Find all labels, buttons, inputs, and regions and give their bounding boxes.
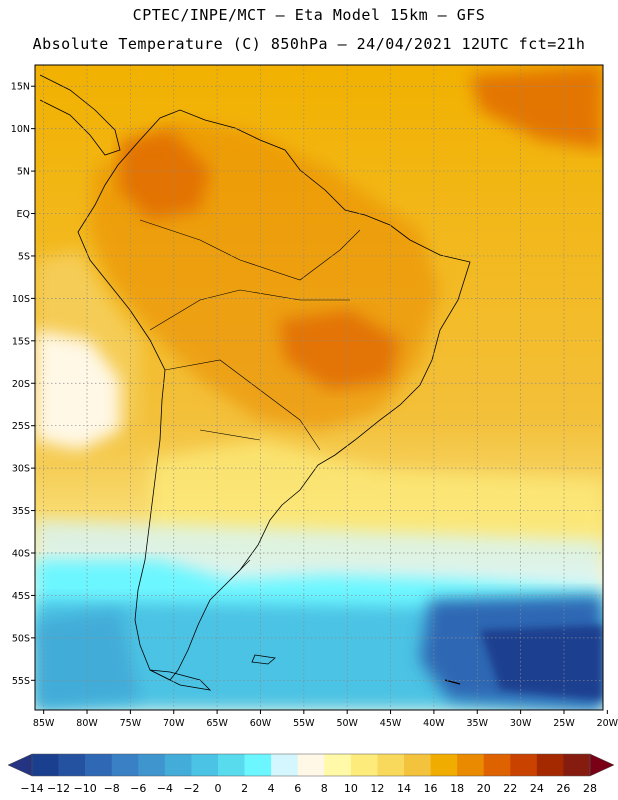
colorbar-label: −14 — [20, 782, 43, 795]
lat-tick-label: 50S — [12, 633, 30, 644]
lon-tick-label: 75W — [120, 718, 142, 729]
lon-tick-label: 25W — [553, 718, 575, 729]
falklands — [251, 654, 276, 665]
lat-tick-label: 15N — [11, 82, 30, 93]
lon-tick-label: 65W — [206, 718, 228, 729]
colorbar-label: 14 — [397, 782, 411, 795]
coastlines — [39, 74, 471, 691]
colorbar-label: 0 — [215, 782, 222, 795]
lat-tick-label: 25S — [12, 421, 30, 432]
field-cold-pacific-sw — [35, 610, 140, 710]
lat-tick-label: 5N — [17, 167, 30, 178]
lon-tick-label: 70W — [163, 718, 185, 729]
colorbar-swatch — [218, 754, 245, 776]
latitude-axis: 15N 10N 5N EQ 5S 10S 15S 20S 25S 30S 35S 40S 45S 50S 5… — [11, 82, 35, 687]
colorbar-swatch — [191, 754, 219, 776]
colorbar-swatch — [483, 754, 511, 776]
colorbar-swatch — [85, 754, 113, 776]
colorbar-label: 16 — [424, 782, 438, 795]
field-pacific-pale — [35, 330, 120, 450]
tierra-del-fuego — [149, 669, 212, 691]
colorbar-swatch — [563, 754, 591, 776]
colorbar-label: 2 — [241, 782, 248, 795]
colorbar-swatch — [58, 754, 86, 776]
lon-tick-label: 85W — [33, 718, 55, 729]
colorbar: −14 −12 −10 −8 −6 −4 −2 0 2 4 6 8 10 12 14 16 18 20 22 24 26… — [7, 753, 615, 795]
lat-tick-label: 40S — [12, 548, 30, 559]
lon-tick-label: 80W — [76, 718, 98, 729]
chart-subtitle: Absolute Temperature (C) 850hPa – 24/04/… — [32, 35, 586, 53]
colorbar-label: 8 — [321, 782, 328, 795]
lon-tick-label: 60W — [250, 718, 272, 729]
colorbar-swatch — [377, 754, 405, 776]
longitude-axis: 85W 80W 75W 70W 65W 60W 55W 50W 45W 40W 35W 30W 25W 2… — [33, 710, 618, 729]
colorbar-label: −10 — [74, 782, 97, 795]
colorbar-swatch — [32, 754, 59, 776]
lat-tick-label: 20S — [12, 379, 30, 390]
border-lines — [139, 219, 361, 581]
colorbar-label: −12 — [47, 782, 70, 795]
colorbar-label: 22 — [503, 782, 517, 795]
lon-tick-label: 45W — [380, 718, 402, 729]
field-hot-core-north — [120, 130, 210, 220]
colorbar-swatch — [457, 754, 485, 776]
lat-tick-label: 10N — [11, 124, 30, 135]
colorbar-swatch — [350, 754, 378, 776]
colorbar-label: −8 — [104, 782, 120, 795]
field-cold-core-se-inner — [480, 625, 603, 700]
lat-tick-label: 10S — [12, 294, 30, 305]
colorbar-label: 4 — [268, 782, 275, 795]
colorbar-label: 12 — [370, 782, 384, 795]
colorbar-label: 26 — [556, 782, 570, 795]
lon-tick-label: 55W — [293, 718, 315, 729]
colorbar-label: 6 — [294, 782, 301, 795]
chart-title: CPTEC/INPE/MCT – Eta Model 15km – GFS — [132, 6, 486, 24]
colorbar-swatch — [111, 754, 139, 776]
colorbar-label: 24 — [530, 782, 544, 795]
colorbar-swatch — [164, 754, 192, 776]
colorbar-label: −6 — [130, 782, 146, 795]
colorbar-label: 10 — [344, 782, 358, 795]
lat-tick-label: 15S — [12, 336, 30, 347]
colorbar-swatch — [404, 754, 431, 776]
colorbar-swatch — [297, 754, 325, 776]
lat-tick-label: 5S — [18, 251, 30, 262]
south-georgia — [444, 679, 461, 685]
lat-tick-label: 35S — [12, 506, 30, 517]
lat-tick-label: 55S — [12, 676, 30, 687]
colorbar-swatch — [510, 754, 538, 776]
colorbar-swatch — [324, 754, 352, 776]
lon-tick-label: 40W — [423, 718, 445, 729]
temperature-field — [35, 65, 603, 710]
central-america-coastline — [39, 74, 121, 156]
colorbar-label: −2 — [183, 782, 199, 795]
colorbar-swatch — [430, 754, 458, 776]
lon-tick-label: 35W — [467, 718, 489, 729]
colorbar-frame — [31, 753, 591, 777]
lon-tick-label: 20W — [597, 718, 618, 729]
colorbar-under-arrow — [7, 753, 33, 777]
map-frame — [34, 64, 604, 711]
lon-tick-label: 50W — [336, 718, 358, 729]
graticule — [35, 65, 603, 710]
colorbar-label: 18 — [450, 782, 464, 795]
colorbar-over-arrow — [589, 753, 615, 777]
lat-tick-label: 30S — [12, 464, 30, 475]
colorbar-label: 20 — [477, 782, 491, 795]
lat-tick-label: 45S — [12, 591, 30, 602]
colorbar-label: −4 — [157, 782, 173, 795]
colorbar-swatch — [271, 754, 299, 776]
field-hot-core-central — [280, 310, 400, 390]
colorbar-swatch — [244, 754, 272, 776]
lon-tick-label: 30W — [510, 718, 532, 729]
colorbar-swatch — [536, 754, 564, 776]
lat-tick-label: EQ — [17, 209, 30, 220]
south-america-coastline — [77, 109, 471, 681]
colorbar-label: 28 — [583, 782, 597, 795]
colorbar-swatch — [138, 754, 166, 776]
